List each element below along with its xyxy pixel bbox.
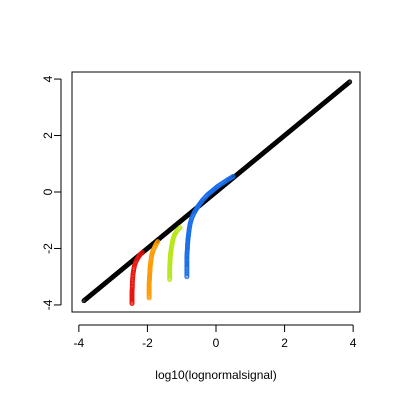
data-point: [155, 239, 161, 245]
x-tick-label: -4: [74, 336, 85, 350]
x-tick-label: 4: [350, 336, 357, 350]
plot-frame: [71, 71, 361, 313]
data-point: [139, 249, 145, 255]
y-axis: -4 -2 0 2 4: [41, 75, 62, 310]
data-point: [177, 225, 183, 231]
y-tick-label: 4: [41, 75, 55, 82]
x-tick-label: 0: [213, 336, 220, 350]
x-axis: -4 -2 0 2 4: [74, 324, 357, 350]
data-point: [230, 174, 236, 179]
y-tick-label: 2: [41, 132, 55, 139]
x-tick-label: -2: [142, 336, 153, 350]
data-point-fill: [138, 250, 144, 256]
data-point: [347, 79, 353, 85]
y-tick-label: -2: [41, 243, 55, 254]
data-points: [81, 79, 353, 306]
data-point-fill: [176, 225, 182, 231]
x-tick-label: 2: [281, 336, 288, 350]
y-tick-label: -4: [41, 299, 55, 310]
data-point-fill: [346, 80, 352, 86]
y-tick-label: 0: [41, 188, 55, 195]
x-axis-label: log10(lognormalsignal): [155, 368, 276, 382]
